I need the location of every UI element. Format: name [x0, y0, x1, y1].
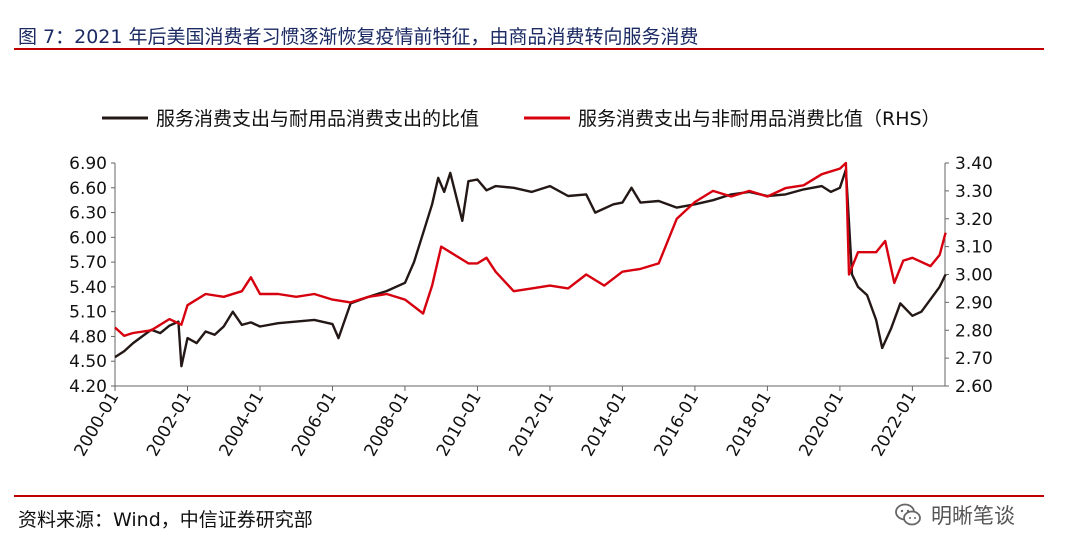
y-right-tick-label: 2.80 — [955, 321, 993, 341]
y-left-tick-label: 4.80 — [69, 327, 107, 347]
plot-area — [114, 161, 947, 368]
series-line-service-nondurable — [114, 161, 947, 337]
y-right-tick-label: 3.40 — [955, 154, 993, 174]
x-tick-label: 2002-01 — [143, 389, 196, 461]
wechat-logo-icon — [895, 503, 921, 526]
x-tick-label: 2010-01 — [433, 389, 486, 461]
y-left-tick-label: 6.00 — [69, 228, 107, 248]
y-left-tick-label: 5.10 — [69, 303, 107, 323]
figure-title: 图 7：2021 年后美国消费者习惯逐渐恢复疫情前特征，由商品消费转向服务消费 — [18, 26, 699, 48]
x-tick-label: 2020-01 — [795, 389, 848, 461]
x-tick-label: 2014-01 — [578, 389, 631, 461]
y-right-tick-label: 3.30 — [955, 182, 993, 202]
footer-rule — [14, 495, 1044, 497]
y-left-tick-label: 6.30 — [69, 204, 107, 224]
legend-label-service-durable: 服务消费支出与耐用品消费支出的比值 — [156, 108, 479, 130]
title-rule — [14, 48, 1044, 50]
x-tick-label: 2018-01 — [723, 389, 776, 461]
legend-label-service-nondurable: 服务消费支出与非耐用品消费比值（RHS） — [578, 108, 941, 130]
y-right-tick-label: 2.70 — [955, 349, 993, 369]
x-tick-label: 2016-01 — [650, 389, 703, 461]
x-tick-label: 2004-01 — [215, 389, 268, 461]
watermark-text: 明晰笔谈 — [931, 504, 1015, 528]
y-right-tick-label: 3.20 — [955, 210, 993, 230]
y-left-tick-label: 4.20 — [69, 377, 107, 397]
y-left-tick-label: 5.70 — [69, 253, 107, 273]
y-right-tick-label: 2.90 — [955, 293, 993, 313]
axes: 4.20 4.50 4.80 5.10 5.40 5.70 6.00 6.30 6.60 6.90… — [69, 154, 993, 460]
x-tick-label: 2008-01 — [360, 389, 413, 461]
y-left-tick-label: 6.90 — [69, 154, 107, 174]
y-right-tick-label: 3.00 — [955, 266, 993, 286]
x-tick-label: 2000-01 — [70, 389, 123, 461]
x-tick-label: 2012-01 — [505, 389, 558, 461]
series-line-service-durable — [114, 168, 947, 368]
legend: 服务消费支出与耐用品消费支出的比值 服务消费支出与非耐用品消费比值（RHS） — [102, 108, 941, 130]
y-right-tick-label: 3.10 — [955, 238, 993, 258]
source-note: 资料来源：Wind，中信证券研究部 — [18, 509, 313, 531]
watermark: 明晰笔谈 — [893, 498, 1015, 532]
y-left-tick-label: 6.60 — [69, 179, 107, 199]
y-right-tick-label: 2.60 — [955, 377, 993, 397]
x-tick-label: 2022-01 — [868, 389, 921, 461]
y-left-tick-label: 5.40 — [69, 278, 107, 298]
x-tick-label: 2006-01 — [288, 389, 341, 461]
y-left-tick-label: 4.50 — [69, 352, 107, 372]
